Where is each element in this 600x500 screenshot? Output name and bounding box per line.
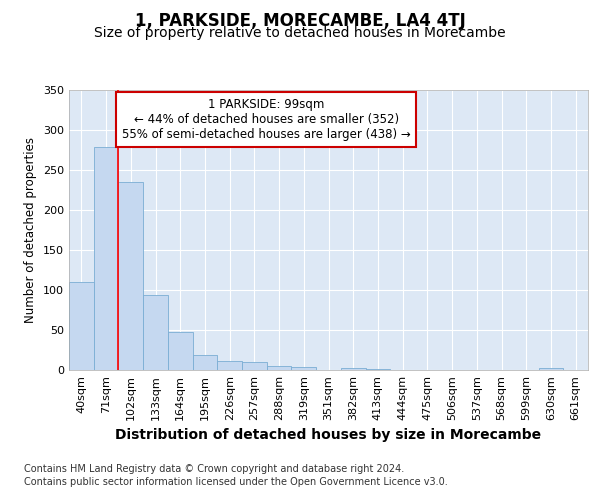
Bar <box>341 368 365 370</box>
Bar <box>217 361 242 370</box>
Text: Contains HM Land Registry data © Crown copyright and database right 2024.: Contains HM Land Registry data © Crown c… <box>24 464 404 474</box>
Text: 1 PARKSIDE: 99sqm
← 44% of detached houses are smaller (352)
55% of semi-detache: 1 PARKSIDE: 99sqm ← 44% of detached hous… <box>122 98 410 142</box>
Bar <box>69 282 94 370</box>
Bar <box>365 369 390 370</box>
Text: Contains public sector information licensed under the Open Government Licence v3: Contains public sector information licen… <box>24 477 448 487</box>
Text: Size of property relative to detached houses in Morecambe: Size of property relative to detached ho… <box>94 26 506 40</box>
Y-axis label: Number of detached properties: Number of detached properties <box>25 137 37 323</box>
Bar <box>143 295 168 370</box>
Bar <box>539 368 563 370</box>
Bar <box>267 366 292 370</box>
Bar <box>94 147 118 370</box>
Bar <box>242 362 267 370</box>
Text: 1, PARKSIDE, MORECAMBE, LA4 4TJ: 1, PARKSIDE, MORECAMBE, LA4 4TJ <box>134 12 466 30</box>
Bar <box>118 182 143 370</box>
X-axis label: Distribution of detached houses by size in Morecambe: Distribution of detached houses by size … <box>115 428 542 442</box>
Bar <box>193 355 217 370</box>
Bar <box>292 367 316 370</box>
Bar <box>168 332 193 370</box>
